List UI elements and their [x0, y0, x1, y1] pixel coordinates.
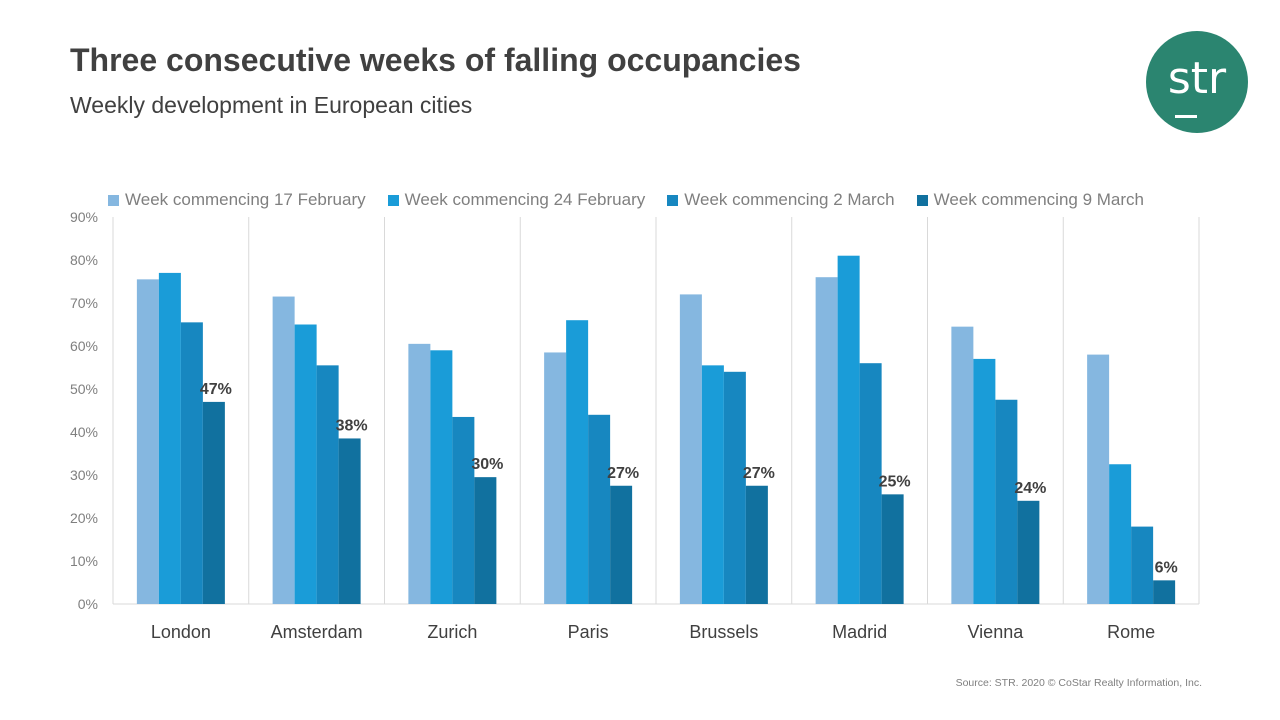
bar	[679, 294, 702, 604]
y-tick-label: 80%	[70, 252, 98, 268]
bar	[430, 350, 453, 604]
bar	[815, 277, 838, 604]
y-tick-label: 20%	[70, 510, 98, 526]
data-label: 27%	[607, 465, 639, 482]
x-tick-label: London	[151, 622, 211, 642]
legend-label: Week commencing 2 March	[684, 190, 895, 209]
bar	[610, 485, 633, 604]
x-tick-label: Zurich	[427, 622, 477, 642]
bar	[136, 279, 159, 604]
data-label: 6%	[1155, 559, 1178, 576]
bar	[180, 322, 203, 604]
x-tick-label: Vienna	[968, 622, 1025, 642]
x-tick-label: Amsterdam	[271, 622, 363, 642]
bar	[1131, 526, 1154, 604]
data-label: 38%	[336, 417, 368, 434]
bar	[474, 477, 497, 604]
data-label: 27%	[743, 465, 775, 482]
bar	[544, 352, 567, 604]
data-label: 24%	[1014, 480, 1046, 497]
str-logo: str	[1146, 31, 1248, 133]
y-tick-label: 60%	[70, 338, 98, 354]
bar	[566, 320, 589, 604]
y-tick-label: 0%	[78, 596, 98, 612]
bar	[158, 272, 181, 604]
x-tick-label: Brussels	[689, 622, 758, 642]
bar	[1153, 580, 1176, 604]
legend-item: Week commencing 9 March	[916, 190, 1144, 210]
legend-item: Week commencing 24 February	[387, 190, 646, 210]
y-tick-label: 50%	[70, 381, 98, 397]
bar	[995, 399, 1018, 604]
y-tick-label: 70%	[70, 295, 98, 311]
y-tick-label: 90%	[70, 209, 98, 225]
bar	[1109, 464, 1132, 604]
chart-legend: Week commencing 17 February Week commenci…	[108, 190, 1166, 210]
bar	[1017, 500, 1040, 604]
x-tick-label: Madrid	[832, 622, 887, 642]
legend-item: Week commencing 2 March	[667, 190, 895, 210]
bar	[588, 414, 611, 604]
bar	[338, 438, 361, 604]
source-note: Source: STR. 2020 © CoStar Realty Inform…	[955, 677, 1202, 689]
bar	[723, 371, 746, 604]
legend-label: Week commencing 17 February	[125, 190, 366, 209]
legend-swatch	[667, 194, 679, 206]
x-tick-label: Paris	[568, 622, 609, 642]
bar	[202, 401, 225, 604]
page-subtitle: Weekly development in European cities	[70, 92, 473, 118]
legend-swatch	[387, 194, 399, 206]
legend-label: Week commencing 24 February	[404, 190, 646, 209]
y-tick-label: 40%	[70, 424, 98, 440]
y-tick-label: 30%	[70, 467, 98, 483]
legend-swatch	[108, 194, 119, 206]
legend-label: Week commencing 9 March	[933, 190, 1144, 209]
page-title: Three consecutive weeks of falling occup…	[70, 42, 801, 78]
bar	[316, 365, 339, 604]
logo-text: str	[1167, 53, 1227, 104]
data-label: 47%	[200, 381, 232, 398]
bar	[973, 358, 996, 604]
legend-item: Week commencing 17 February	[108, 190, 366, 210]
bar	[745, 485, 768, 604]
bar	[701, 365, 724, 604]
bar	[272, 296, 295, 604]
bar	[1087, 354, 1110, 604]
data-label: 25%	[879, 473, 911, 490]
bar	[452, 416, 475, 604]
bar	[951, 326, 974, 604]
legend-swatch	[916, 194, 928, 206]
x-tick-label: Rome	[1107, 622, 1155, 642]
data-label: 30%	[471, 456, 503, 473]
bar	[881, 494, 904, 604]
bar	[859, 363, 882, 604]
bar	[408, 343, 431, 604]
bar	[294, 324, 317, 604]
bar	[837, 255, 860, 604]
y-tick-label: 10%	[70, 553, 98, 569]
